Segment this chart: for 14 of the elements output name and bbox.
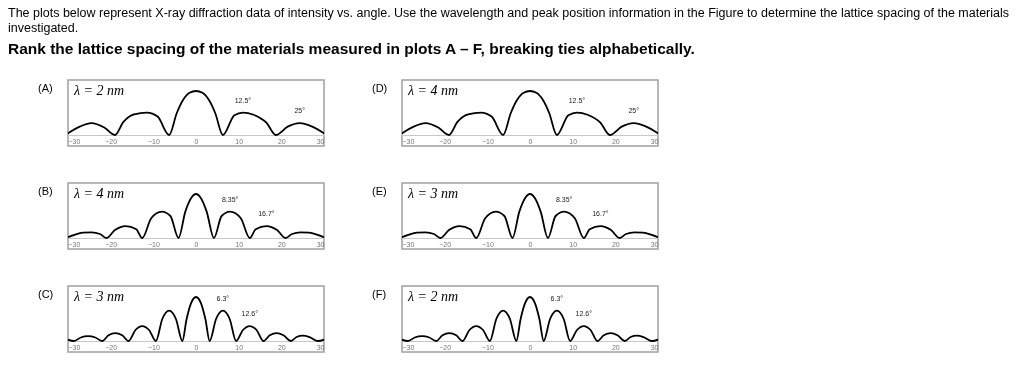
chart-title: (B) <box>38 185 53 197</box>
annotation: λ = 4 nm <box>407 83 459 98</box>
text: Rank the lattice spacing of the materials measured in plots A – F, breaking ties alphabetically. <box>8 40 696 58</box>
annotation: λ = 2 nm <box>407 289 459 304</box>
chart-title: (A) <box>38 82 53 94</box>
chart-title: (E) <box>372 185 387 197</box>
chart-title: (D) <box>372 82 388 94</box>
annotation: λ = 3 nm <box>407 186 459 201</box>
text: The plots below represent X-ray diffraction data of intensity vs. angle. Use the wavelength and peak position information in the Figure to determine the lattice spacing of the materials investigated. <box>8 6 1011 36</box>
annotation: λ = 2 nm <box>73 83 125 98</box>
annotation: λ = 4 nm <box>73 186 125 201</box>
chart-title: (C) <box>38 288 54 300</box>
annotation: λ = 3 nm <box>73 289 125 304</box>
chart-title: (F) <box>372 288 387 300</box>
